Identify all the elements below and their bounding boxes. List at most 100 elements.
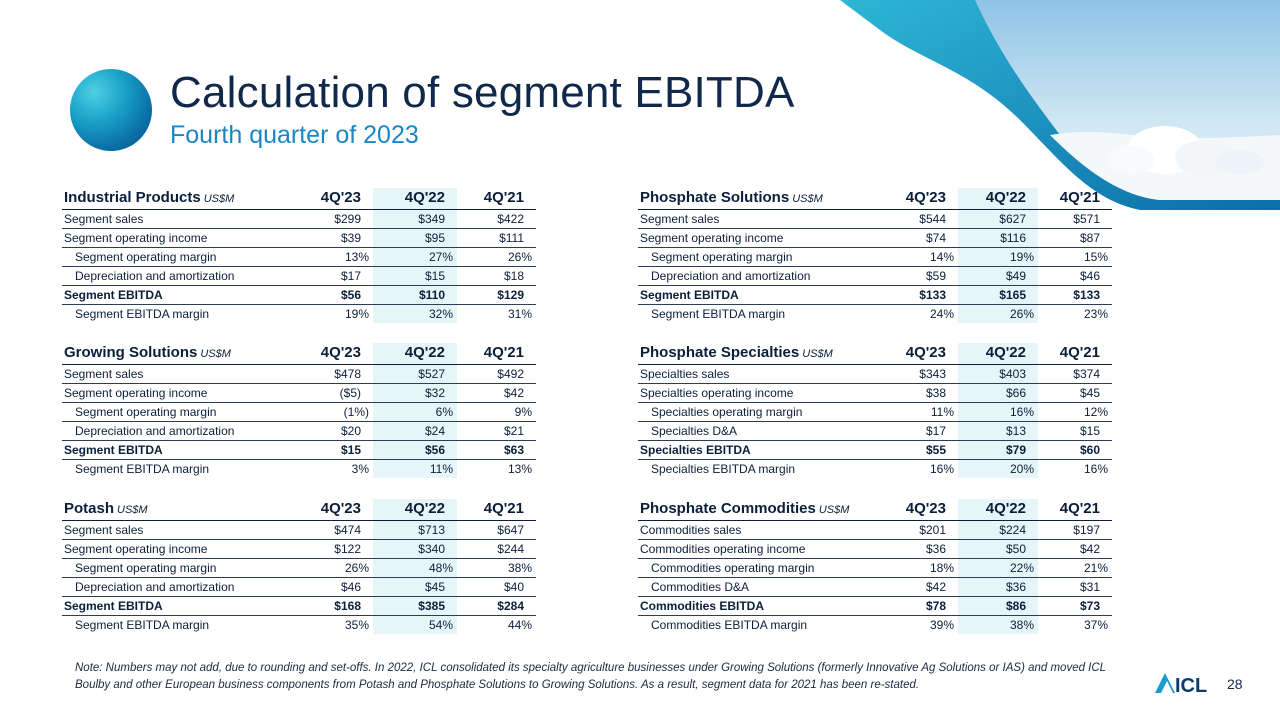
cell-value: $20 [298, 421, 373, 441]
table-row: Depreciation and amortization $20 $24 $2… [62, 421, 536, 441]
cell-value: 27% [373, 247, 457, 267]
table-row: Segment operating margin 14% 19% 15% [638, 247, 1112, 267]
row-label: Segment EBITDA [638, 285, 883, 305]
page-subtitle: Fourth quarter of 2023 [170, 121, 419, 149]
table-title: Industrial Products US$M [62, 188, 298, 210]
page-number: 28 [1227, 676, 1243, 692]
cell-value: $46 [1038, 266, 1112, 286]
industrial-products-table: Industrial Products US$M 4Q'23 4Q'22 4Q'2… [62, 188, 536, 323]
table-row: Segment operating margin 26% 48% 38% [62, 558, 536, 578]
table-header-row: Phosphate Solutions US$M 4Q'23 4Q'22 4Q'2… [638, 188, 1112, 210]
cell-value: 48% [373, 558, 457, 578]
cell-value: $78 [883, 596, 958, 616]
cell-value: $95 [373, 228, 457, 248]
unit-label: US$M [200, 347, 231, 360]
cell-value: 26% [958, 304, 1038, 323]
table-title: Phosphate Solutions US$M [638, 188, 883, 210]
cell-value: $165 [958, 285, 1038, 305]
row-label: Specialties EBITDA margin [651, 461, 796, 476]
row-label: Segment EBITDA [62, 596, 298, 616]
table-row: Commodities operating income $36 $50 $42 [638, 539, 1112, 559]
cell-value: $15 [1038, 421, 1112, 441]
table-row: Segment sales $299 $349 $422 [62, 209, 536, 229]
table-row: Commodities EBITDA $78 $86 $73 [638, 596, 1112, 616]
cell-value: $197 [1038, 520, 1112, 540]
cell-value: $527 [373, 364, 457, 384]
column-header: 4Q'22 [373, 188, 457, 210]
cell-value: 23% [1083, 306, 1108, 321]
cell-value: 11% [883, 402, 958, 422]
cell-value: $31 [1038, 577, 1112, 597]
header-landscape-image [840, 0, 1280, 210]
cell-value: $13 [958, 421, 1038, 441]
table-row: Depreciation and amortization $59 $49 $4… [638, 266, 1112, 286]
table-header-row: Phosphate Commodities US$M 4Q'23 4Q'22 4Q… [638, 499, 1112, 521]
cell-value: $224 [958, 520, 1038, 540]
cell-value: $116 [958, 228, 1038, 248]
table-row: Segment operating margin 13% 27% 26% [62, 247, 536, 267]
cell-value: $40 [457, 577, 536, 597]
cell-value: $56 [298, 285, 373, 305]
cell-value: $24 [373, 421, 457, 441]
cell-value: 11% [373, 459, 457, 478]
column-header: 4Q'23 [298, 188, 373, 210]
row-label: Segment sales [62, 364, 298, 384]
row-label: Segment EBITDA margin [75, 306, 210, 321]
cell-value: 9% [457, 402, 536, 422]
row-label: Commodities EBITDA [638, 596, 883, 616]
cell-value: $86 [958, 596, 1038, 616]
cell-value: 37% [1083, 617, 1108, 632]
cell-value: $713 [373, 520, 457, 540]
table-row: Commodities operating margin 18% 22% 21% [638, 558, 1112, 578]
table-row: Specialties EBITDA $55 $79 $60 [638, 440, 1112, 460]
cell-value: 44% [507, 617, 532, 632]
cell-value: 54% [373, 615, 457, 634]
table-row: Commodities D&A $42 $36 $31 [638, 577, 1112, 597]
table-row: Segment EBITDA $56 $110 $129 [62, 285, 536, 305]
cell-value: $299 [298, 209, 373, 229]
table-header-row: Potash US$M 4Q'23 4Q'22 4Q'21 [62, 499, 536, 521]
table-row: Commodities EBITDA margin 39% 38% 37% [638, 615, 1112, 634]
table-row: Segment EBITDA margin 19% 32% 31% [62, 304, 536, 323]
table-row: Segment operating income ($5) $32 $42 [62, 383, 536, 403]
row-label: Depreciation and amortization [62, 421, 298, 441]
column-header: 4Q'21 [457, 343, 536, 365]
cell-value: $244 [457, 539, 536, 559]
table-title: Potash US$M [62, 499, 298, 521]
cell-value: $66 [958, 383, 1038, 403]
cell-value: 13% [298, 247, 373, 267]
cell-value: $49 [958, 266, 1038, 286]
unit-label: US$M [818, 503, 850, 516]
row-label: Segment operating income [62, 228, 298, 248]
table-title: Phosphate Specialties US$M [638, 343, 883, 365]
table-header-row: Industrial Products US$M 4Q'23 4Q'22 4Q'2… [62, 188, 536, 210]
table-row: Segment EBITDA margin 35% 54% 44% [62, 615, 536, 634]
row-label: Segment operating margin [638, 247, 883, 267]
row-label: Depreciation and amortization [62, 577, 298, 597]
column-header: 4Q'21 [457, 499, 536, 521]
cell-value: $42 [883, 577, 958, 597]
footnote: Note: Numbers may not add, due to roundi… [75, 662, 1106, 691]
column-header: 4Q'21 [457, 188, 536, 210]
table-row: Depreciation and amortization $46 $45 $4… [62, 577, 536, 597]
table-row: Segment operating income $74 $116 $87 [638, 228, 1112, 248]
row-label: Segment sales [62, 520, 298, 540]
column-header: 4Q'21 [1038, 343, 1112, 365]
cell-value: $349 [373, 209, 457, 229]
cell-value: $36 [958, 577, 1038, 597]
growing-solutions-table: Growing Solutions US$M 4Q'23 4Q'22 4Q'21 … [62, 343, 536, 478]
cell-value: $403 [958, 364, 1038, 384]
table-row: Specialties operating margin 11% 16% 12% [638, 402, 1112, 422]
column-header: 4Q'23 [883, 499, 958, 521]
cell-value: $73 [1038, 596, 1112, 616]
row-label: Commodities operating income [638, 539, 883, 559]
cell-value: $39 [298, 228, 373, 248]
cell-value: $422 [457, 209, 536, 229]
cell-value: $45 [1038, 383, 1112, 403]
row-label: Specialties sales [638, 364, 883, 384]
cell-value: 15% [1038, 247, 1112, 267]
cell-value: $201 [883, 520, 958, 540]
cell-value: $340 [373, 539, 457, 559]
phosphate-commodities-table: Phosphate Commodities US$M 4Q'23 4Q'22 4Q… [638, 499, 1112, 634]
column-header: 4Q'23 [883, 188, 958, 210]
